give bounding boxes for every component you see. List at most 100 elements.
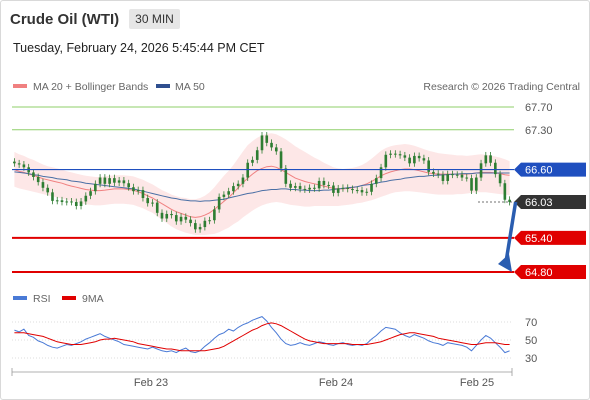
candle-body <box>46 187 50 193</box>
candle <box>332 182 335 197</box>
candle-body <box>189 219 192 224</box>
timeframe-badge[interactable]: 30 MIN <box>129 9 180 29</box>
candle-body <box>313 187 316 189</box>
candle-body <box>374 178 378 184</box>
candle-body <box>446 174 450 181</box>
candle-body <box>203 220 207 228</box>
candle-body <box>117 180 121 183</box>
candle-body <box>360 190 364 193</box>
candle-body <box>274 147 278 152</box>
candle <box>184 213 188 224</box>
candle <box>208 216 211 225</box>
candle-body <box>155 202 159 213</box>
candle-body <box>422 158 426 161</box>
candle-body <box>317 180 321 189</box>
candle <box>498 170 502 187</box>
candle-body <box>241 177 245 184</box>
candle <box>351 185 354 194</box>
price-panel <box>13 132 511 235</box>
candle-body <box>89 191 92 196</box>
candle <box>241 174 245 188</box>
candle <box>265 132 269 147</box>
candle-body <box>494 162 497 175</box>
candle <box>317 177 321 192</box>
candle-body <box>222 194 226 197</box>
candle <box>74 198 78 210</box>
forecast-arrow-shaft <box>504 201 518 263</box>
support-label: 65.40 <box>525 233 553 245</box>
candle <box>303 185 307 193</box>
candle <box>70 198 73 206</box>
ma50-legend-label: MA 50 <box>175 81 205 93</box>
candle-body <box>432 171 435 174</box>
candle <box>260 132 264 154</box>
support-label-box <box>514 230 586 245</box>
candle-body <box>451 174 454 176</box>
candle-body <box>160 212 164 219</box>
rsi-ma-line <box>14 322 510 352</box>
ma50-line <box>14 171 510 202</box>
candle <box>503 179 507 204</box>
candle <box>341 184 345 192</box>
candle <box>489 151 492 167</box>
candle-body <box>84 195 88 202</box>
candle-body <box>213 209 216 221</box>
candle-body <box>236 183 240 187</box>
candle <box>222 191 226 201</box>
candle-body <box>174 215 178 222</box>
candle <box>313 184 316 192</box>
candle <box>365 188 369 196</box>
candle <box>41 178 45 192</box>
credit-text: Research © 2026 Trading Central <box>423 81 580 93</box>
candle-body <box>298 186 302 189</box>
candle-body <box>336 188 340 193</box>
candle <box>232 182 235 195</box>
candle <box>270 139 273 151</box>
candle-body <box>98 177 102 184</box>
candle-body <box>384 154 388 168</box>
candle-body <box>232 186 235 192</box>
candle <box>394 150 397 158</box>
candle <box>289 180 292 192</box>
candle <box>65 198 69 206</box>
candle-body <box>165 213 169 219</box>
candle-body <box>179 216 183 222</box>
candle-body <box>260 135 264 151</box>
candle-body <box>498 174 502 184</box>
candle <box>479 159 483 181</box>
candle <box>274 143 278 155</box>
price-levels: 67.70 67.30 66.60 66.03 65.40 64.80 <box>12 102 586 279</box>
candle <box>322 177 326 189</box>
candle <box>13 158 16 167</box>
candle-body <box>284 168 288 184</box>
rsi-ma-legend-swatch <box>62 296 76 300</box>
candle-body <box>289 183 292 188</box>
candle-body <box>508 199 511 203</box>
candle-body <box>379 167 383 179</box>
candle-body <box>132 187 135 192</box>
x-tick-label: Feb 25 <box>460 377 494 389</box>
candle <box>170 210 173 219</box>
candle <box>94 180 97 195</box>
candle <box>151 199 154 207</box>
instrument-title: Crude Oil (WTI) <box>10 10 120 28</box>
candle-body <box>113 178 116 183</box>
candle <box>484 151 488 167</box>
candle <box>36 173 40 186</box>
candle <box>51 188 54 205</box>
candle-body <box>413 155 416 164</box>
candle <box>255 146 259 164</box>
candle-body <box>365 191 369 193</box>
candle <box>127 179 130 191</box>
bollinger-legend-swatch <box>13 84 27 88</box>
candle <box>308 184 311 193</box>
candle-body <box>327 184 330 186</box>
candle-body <box>127 183 130 188</box>
candle-body <box>308 187 311 190</box>
candle-body <box>484 155 488 164</box>
candle <box>141 186 145 202</box>
candle <box>108 174 111 188</box>
candle <box>355 186 359 194</box>
candle <box>441 171 445 185</box>
candle-body <box>279 151 283 169</box>
